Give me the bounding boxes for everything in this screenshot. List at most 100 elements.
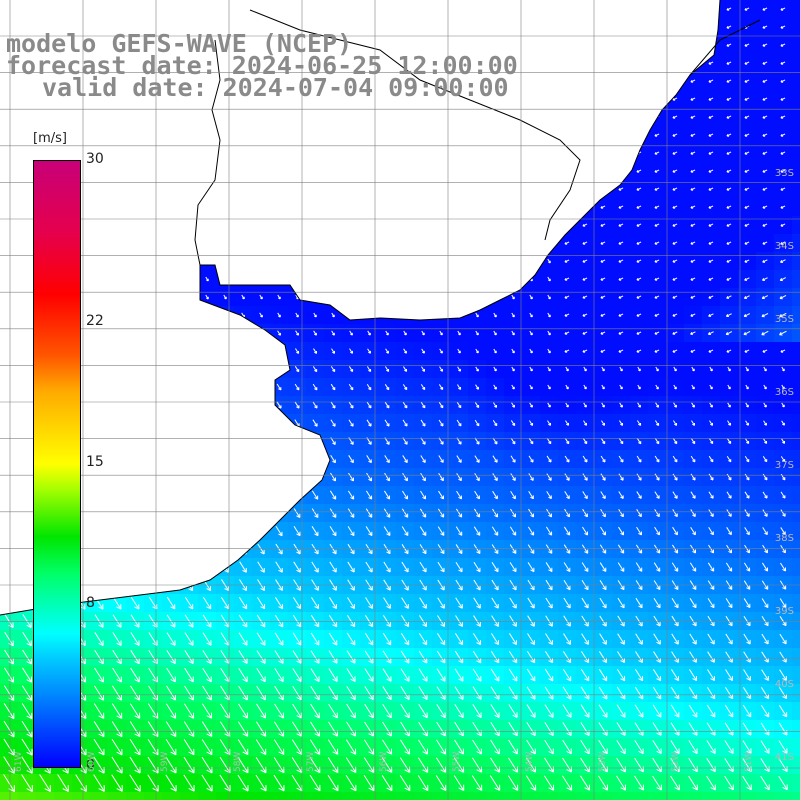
wind-speed-cell [720, 792, 738, 800]
wind-speed-cell [792, 504, 800, 522]
valid-date: valid date: 2024-07-04 09:00:00 [42, 73, 509, 102]
wind-speed-cell [126, 792, 144, 800]
colorbar-unit: [m/s] [33, 131, 67, 146]
wind-speed-cell [414, 792, 432, 800]
wind-speed-cell [792, 558, 800, 576]
wind-speed-cell [792, 342, 800, 360]
latitude-label: 33S [774, 168, 794, 179]
wind-speed-cell [792, 144, 800, 162]
longitude-label: 53W [598, 751, 608, 772]
longitude-label: 51W [744, 751, 754, 772]
longitude-label: 56W [379, 751, 389, 772]
wind-speed-cell [324, 792, 342, 800]
colorbar-tick-label: 15 [86, 454, 104, 470]
wind-speed-cell [792, 774, 800, 792]
wind-speed-cell [792, 252, 800, 270]
wind-speed-cell [792, 162, 800, 180]
colorbar-tick-label: 8 [86, 595, 95, 612]
wind-speed-cell [288, 792, 306, 800]
latitude-label: 41S [774, 752, 794, 763]
wind-speed-cell [234, 792, 252, 800]
wind-speed-cell [792, 468, 800, 486]
wind-speed-cell [216, 792, 234, 800]
latitude-label: 34S [774, 241, 794, 252]
wind-speed-cell [36, 792, 54, 800]
wind-speed-cell [630, 792, 648, 800]
wind-speed-cell [792, 18, 800, 36]
wind-speed-cell [792, 180, 800, 198]
wind-speed-cell [792, 324, 800, 342]
wind-speed-cell [450, 792, 468, 800]
wind-speed-cell [792, 486, 800, 504]
wind-speed-cell [792, 522, 800, 540]
wind-speed-cell [378, 792, 396, 800]
latitude-label: 39S [774, 606, 794, 617]
longitude-label: 54W [525, 751, 535, 772]
wind-speed-cell [792, 450, 800, 468]
wind-speed-cell [792, 540, 800, 558]
wind-speed-cell [792, 36, 800, 54]
wind-speed-cell [90, 792, 108, 800]
wind-speed-cell [468, 792, 486, 800]
wind-speed-cell [648, 792, 666, 800]
wind-speed-cell [792, 396, 800, 414]
latitude-label: 36S [774, 387, 794, 398]
wind-speed-cell [792, 432, 800, 450]
longitude-label: 59W [160, 751, 170, 772]
wind-speed-cell [792, 360, 800, 378]
wind-speed-cell [342, 792, 360, 800]
latitude-label: 40S [774, 679, 794, 690]
wind-speed-cell [792, 306, 800, 324]
wind-speed-cell [396, 792, 414, 800]
latitude-label: 35S [774, 314, 794, 325]
wind-speed-cell [792, 126, 800, 144]
longitude-label: 57W [306, 751, 316, 772]
wind-speed-cell [756, 792, 774, 800]
wind-speed-cell [792, 792, 800, 800]
wind-speed-cell [684, 792, 702, 800]
wind-speed-cell [180, 792, 198, 800]
wind-speed-cell [792, 720, 800, 738]
wind-speed-cell [792, 630, 800, 648]
wind-speed-cell [738, 792, 756, 800]
latitude-label: 38S [774, 533, 794, 544]
wind-speed-cell [792, 270, 800, 288]
wind-speed-cell [792, 288, 800, 306]
wind-speed-cell [576, 792, 594, 800]
colorbar-tick-label: 30 [86, 151, 104, 167]
colorbar [33, 160, 81, 768]
wind-speed-cell [792, 414, 800, 432]
wind-speed-cell [162, 792, 180, 800]
wind-speed-cell [612, 792, 630, 800]
wind-speed-cell [702, 792, 720, 800]
wind-speed-cell [792, 54, 800, 72]
longitude-label: 52W [671, 751, 681, 772]
wind-speed-cell [144, 792, 162, 800]
wind-speed-cell [486, 792, 504, 800]
longitude-label: 60W [87, 751, 97, 772]
wind-speed-cell [432, 792, 450, 800]
wind-speed-cell [558, 792, 576, 800]
wind-speed-cell [504, 792, 522, 800]
wind-speed-cell [0, 792, 18, 800]
colorbar-tick-label: 22 [86, 312, 104, 329]
wind-speed-cell [270, 792, 288, 800]
latitude-label: 37S [774, 460, 794, 471]
wind-speed-cell [792, 234, 800, 252]
wind-speed-cell [792, 72, 800, 90]
wind-speed-cell [72, 792, 90, 800]
wind-speed-cell [522, 792, 540, 800]
wind-speed-cell [198, 792, 216, 800]
wind-speed-cell [252, 792, 270, 800]
wind-speed-cell [792, 666, 800, 684]
wind-speed-cell [54, 792, 72, 800]
wind-speed-cell [18, 792, 36, 800]
wind-speed-cell [792, 702, 800, 720]
longitude-label: 61W [14, 751, 24, 772]
wind-speed-cell [108, 792, 126, 800]
wind-speed-cell [792, 90, 800, 108]
wind-speed-cell [792, 648, 800, 666]
wind-speed-cell [792, 594, 800, 612]
wind-speed-cell [540, 792, 558, 800]
